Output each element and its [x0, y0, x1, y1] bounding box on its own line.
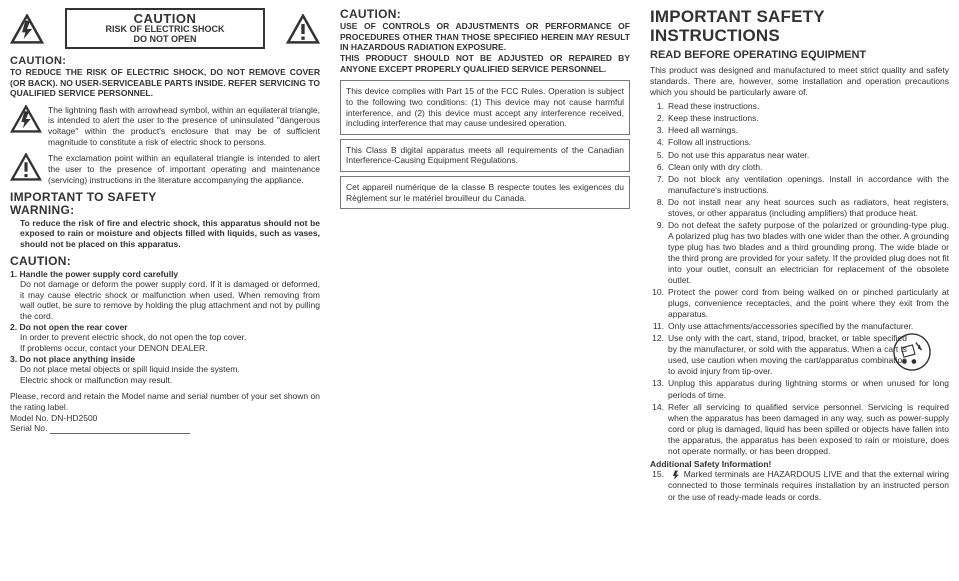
col2-p2: THIS PRODUCT SHOULD NOT BE ADJUSTED OR R… — [340, 53, 630, 74]
list-item: 7.Do not block any ventilation openings.… — [650, 174, 949, 196]
caution2-heading: CAUTION: — [10, 255, 320, 268]
canada-fr-text: Cet appareil numérique de la classe B re… — [346, 182, 624, 203]
item15-text: Marked terminals are HAZARDOUS LIVE and … — [668, 469, 949, 501]
caution-box-line3: DO NOT OPEN — [73, 35, 257, 45]
list-item: 5.Do not use this apparatus near water. — [650, 150, 949, 161]
list-item: 9.Do not defeat the safety purpose of th… — [650, 220, 949, 286]
serial-no: Serial No. — [10, 423, 320, 434]
c2-text1: In order to prevent electric shock, do n… — [10, 332, 320, 343]
list-item: 3.Heed all warnings. — [650, 125, 949, 136]
column-left: CAUTION RISK OF ELECTRIC SHOCK DO NOT OP… — [0, 0, 330, 581]
read-before-heading: READ BEFORE OPERATING EQUIPMENT — [650, 49, 949, 61]
caution-header-row: CAUTION RISK OF ELECTRIC SHOCK DO NOT OP… — [10, 8, 320, 51]
serial-line — [50, 426, 190, 434]
fcc-box: This device complies with Part 15 of the… — [340, 80, 630, 135]
col2-p1: USE OF CONTROLS OR ADJUSTMENTS OR PERFOR… — [340, 21, 630, 53]
list-item: 10.Protect the power cord from being wal… — [650, 287, 949, 320]
c3-text1: Do not place metal objects or spill liqu… — [10, 364, 320, 375]
symbol-row-exclaim: The exclamation point within an equilate… — [10, 153, 320, 185]
lightning-icon — [671, 470, 681, 480]
safety-intro: This product was designed and manufactur… — [650, 65, 949, 97]
symbol-row-lightning: The lightning flash with arrowhead symbo… — [10, 105, 320, 148]
canada-en-box: This Class B digital apparatus meets all… — [340, 139, 630, 172]
fcc-text: This device complies with Part 15 of the… — [346, 86, 624, 129]
safety-list: 1.Read these instructions.2.Keep these i… — [650, 101, 949, 456]
list-item: 2.Keep these instructions. — [650, 113, 949, 124]
list-item: 15. Marked terminals are HAZARDOUS LIVE … — [650, 469, 949, 502]
safety-instructions-heading: IMPORTANT SAFETY INSTRUCTIONS — [650, 8, 949, 45]
c1-text: Do not damage or deform the power supply… — [10, 279, 320, 322]
warning-text: To reduce the risk of fire and electric … — [10, 218, 320, 250]
caution-text: TO REDUCE THE RISK OF ELECTRIC SHOCK, DO… — [10, 67, 320, 99]
c2-text2: If problems occur, contact your DENON DE… — [10, 343, 320, 354]
c2-heading: 2. Do not open the rear cover — [10, 322, 320, 333]
list-item: 6.Clean only with dry cloth. — [650, 162, 949, 173]
lightning-triangle-icon — [10, 105, 42, 133]
serial-label: Serial No. — [10, 423, 47, 433]
caution-box: CAUTION RISK OF ELECTRIC SHOCK DO NOT OP… — [65, 8, 265, 49]
c3-heading: 3. Do not place anything inside — [10, 354, 320, 365]
list-item: 11.Only use attachments/accessories spec… — [650, 321, 949, 332]
col2-caution-heading: CAUTION: — [340, 8, 630, 21]
list-item: 1.Read these instructions. — [650, 101, 949, 112]
additional-safety-heading: Additional Safety Information! — [650, 459, 949, 470]
list-item: 13.Unplug this apparatus during lightnin… — [650, 378, 949, 400]
safety-list-15: 15. Marked terminals are HAZARDOUS LIVE … — [650, 469, 949, 502]
record-text: Please, record and retain the Model name… — [10, 391, 320, 412]
list-item: 8.Do not install near any heat sources s… — [650, 197, 949, 219]
symbol-exclaim-text: The exclamation point within an equilate… — [48, 153, 320, 185]
canada-fr-box: Cet appareil numérique de la classe B re… — [340, 176, 630, 209]
c3-text2: Electric shock or malfunction may result… — [10, 375, 320, 386]
model-no: Model No. DN-HD2500 — [10, 413, 320, 424]
exclamation-triangle-icon — [10, 153, 42, 181]
lightning-triangle-icon — [10, 14, 44, 44]
symbol-lightning-text: The lightning flash with arrowhead symbo… — [48, 105, 320, 148]
list-item: 12.Use only with the cart, stand, tripod… — [650, 333, 949, 377]
caution-heading: CAUTION: — [10, 55, 320, 67]
exclamation-triangle-icon — [286, 14, 320, 44]
canada-en-text: This Class B digital apparatus meets all… — [346, 145, 624, 166]
c1-heading: 1. Handle the power supply cord carefull… — [10, 269, 320, 280]
column-middle: CAUTION: USE OF CONTROLS OR ADJUSTMENTS … — [330, 0, 640, 581]
list-item: 4.Follow all instructions. — [650, 137, 949, 148]
cart-tipover-icon — [911, 333, 949, 371]
column-right: IMPORTANT SAFETY INSTRUCTIONS READ BEFOR… — [640, 0, 959, 581]
warning-heading: WARNING: — [10, 204, 320, 217]
list-item: 14.Refer all servicing to qualified serv… — [650, 402, 949, 457]
